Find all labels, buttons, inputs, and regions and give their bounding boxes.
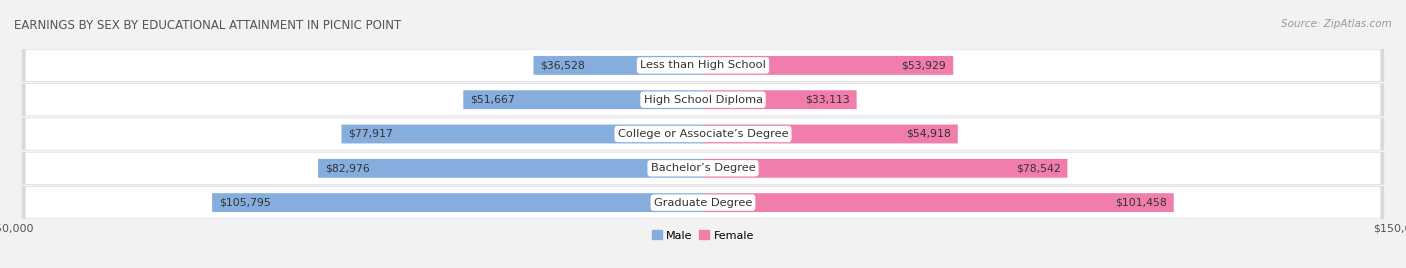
Text: $36,528: $36,528 bbox=[540, 60, 585, 70]
FancyBboxPatch shape bbox=[703, 193, 1174, 212]
Text: Bachelor’s Degree: Bachelor’s Degree bbox=[651, 163, 755, 173]
Text: $105,795: $105,795 bbox=[219, 198, 271, 208]
Text: $54,918: $54,918 bbox=[905, 129, 950, 139]
Text: $101,458: $101,458 bbox=[1115, 198, 1167, 208]
FancyBboxPatch shape bbox=[533, 56, 703, 75]
Text: $51,667: $51,667 bbox=[470, 95, 515, 105]
Text: EARNINGS BY SEX BY EDUCATIONAL ATTAINMENT IN PICNIC POINT: EARNINGS BY SEX BY EDUCATIONAL ATTAINMEN… bbox=[14, 19, 401, 32]
Text: $53,929: $53,929 bbox=[901, 60, 946, 70]
FancyBboxPatch shape bbox=[25, 187, 1381, 218]
Legend: Male, Female: Male, Female bbox=[647, 226, 759, 245]
Text: Less than High School: Less than High School bbox=[640, 60, 766, 70]
FancyBboxPatch shape bbox=[22, 118, 1384, 150]
FancyBboxPatch shape bbox=[22, 186, 1384, 219]
FancyBboxPatch shape bbox=[703, 90, 856, 109]
FancyBboxPatch shape bbox=[318, 159, 703, 178]
FancyBboxPatch shape bbox=[25, 84, 1381, 116]
Text: College or Associate’s Degree: College or Associate’s Degree bbox=[617, 129, 789, 139]
FancyBboxPatch shape bbox=[22, 49, 1384, 82]
FancyBboxPatch shape bbox=[703, 56, 953, 75]
Text: Graduate Degree: Graduate Degree bbox=[654, 198, 752, 208]
FancyBboxPatch shape bbox=[463, 90, 703, 109]
FancyBboxPatch shape bbox=[25, 118, 1381, 150]
Text: Source: ZipAtlas.com: Source: ZipAtlas.com bbox=[1281, 19, 1392, 29]
FancyBboxPatch shape bbox=[22, 83, 1384, 116]
FancyBboxPatch shape bbox=[212, 193, 703, 212]
Text: High School Diploma: High School Diploma bbox=[644, 95, 762, 105]
FancyBboxPatch shape bbox=[342, 125, 703, 143]
FancyBboxPatch shape bbox=[22, 152, 1384, 185]
Text: $77,917: $77,917 bbox=[349, 129, 394, 139]
Text: $78,542: $78,542 bbox=[1015, 163, 1060, 173]
Text: $33,113: $33,113 bbox=[804, 95, 849, 105]
FancyBboxPatch shape bbox=[703, 159, 1067, 178]
Text: $82,976: $82,976 bbox=[325, 163, 370, 173]
FancyBboxPatch shape bbox=[703, 125, 957, 143]
FancyBboxPatch shape bbox=[25, 152, 1381, 184]
FancyBboxPatch shape bbox=[25, 50, 1381, 81]
